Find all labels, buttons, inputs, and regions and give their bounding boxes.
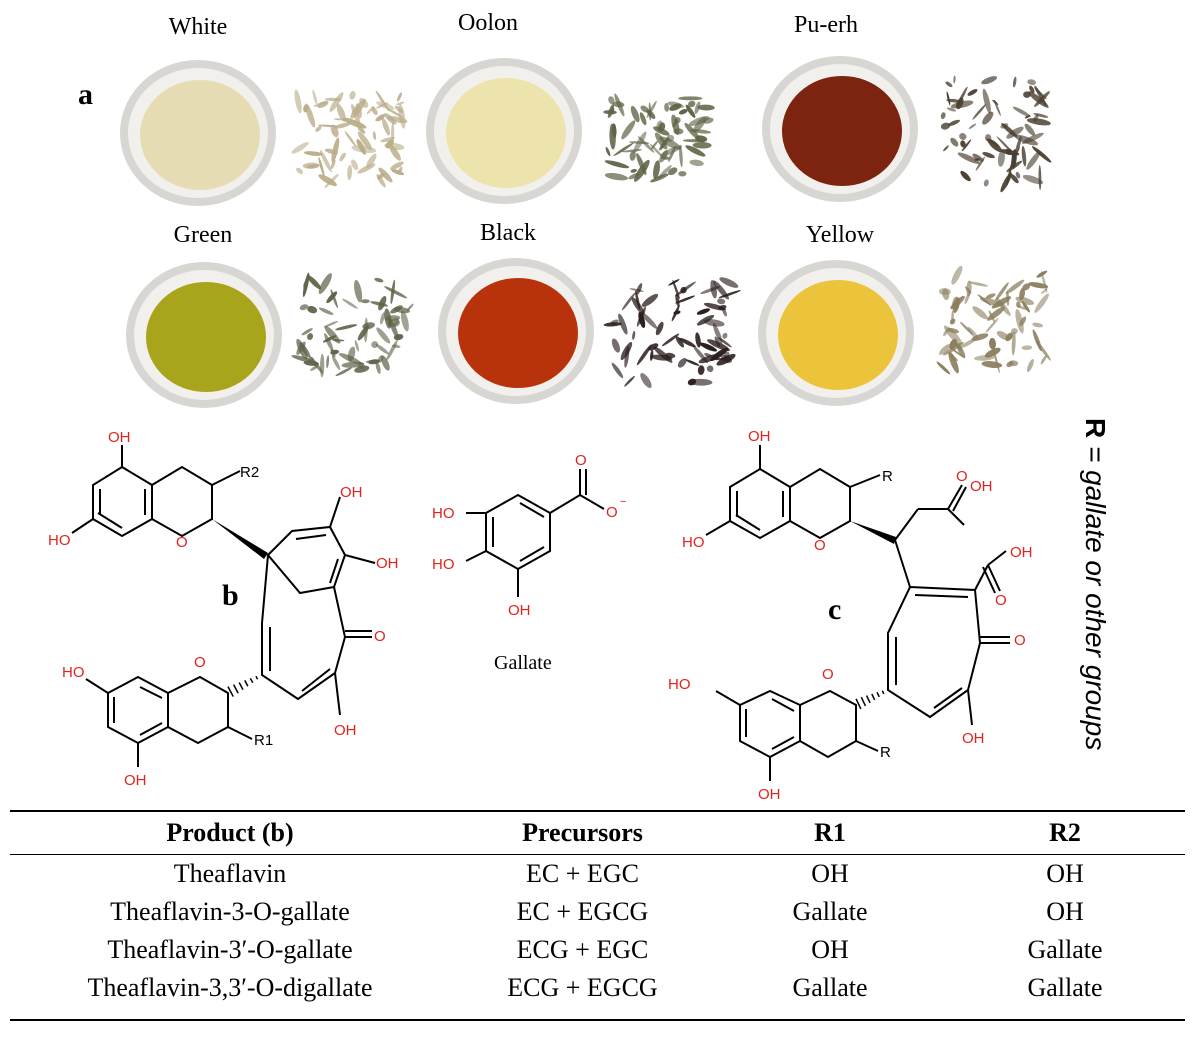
tea-cup-oolong [426, 58, 582, 204]
r-symbol: R [1080, 418, 1111, 439]
cell-precursors: EC + EGC [526, 859, 639, 888]
atom-label-oh: OH [334, 722, 357, 739]
atom-label-oh: OH [748, 428, 771, 445]
r2-label: R2 [240, 464, 259, 481]
panel-letter-a: a [78, 78, 93, 111]
cell-product: Theaflavin-3,3′-O-digallate [87, 973, 373, 1002]
atom-label-oh: OH [108, 429, 131, 446]
r-definition-note: R = gallate or other groups [1075, 418, 1115, 780]
tea-cup-black [438, 258, 594, 404]
tea-label-yellow: Yellow [805, 222, 875, 248]
atom-label-oh: OH [376, 555, 399, 572]
table-row: Theaflavin-3′-O-gallate ECG + EGC OH Gal… [10, 931, 1185, 969]
tea-cup-green [126, 262, 282, 408]
header-product: Product (b) [10, 810, 450, 855]
cell-r2: Gallate [1027, 935, 1103, 964]
r1-label: R1 [254, 732, 273, 749]
atom-label-o: O [995, 592, 1007, 609]
tea-leaves-puerh [940, 75, 1052, 193]
r-label-bottom: R [880, 744, 891, 761]
atom-label-ho: HO [668, 676, 691, 693]
cell-r2: OH [1046, 897, 1084, 926]
molecular-structures: OH HO O R2 OH OH O OH O HO R1 OH O O − H… [48, 428, 1033, 803]
panel-letter-b: b [222, 579, 239, 612]
atom-label-ho: HO [682, 534, 705, 551]
atom-label-o: O [1014, 632, 1026, 649]
gallate-caption: Gallate [494, 652, 552, 674]
atom-label-ho: HO [62, 664, 85, 681]
atom-label-o: O [822, 666, 834, 683]
atom-label-oh: OH [340, 484, 363, 501]
tea-leaves-oolong [603, 93, 715, 183]
atom-label-oh: OH [970, 478, 993, 495]
table-row: Theaflavin-3-O-gallate EC + EGCG Gallate… [10, 893, 1185, 931]
cell-r2: OH [1046, 859, 1084, 888]
cell-r1: Gallate [792, 897, 868, 926]
tea-label-green: Green [173, 222, 233, 248]
gallate-ho-1: HO [432, 505, 455, 522]
cell-product: Theaflavin-3′-O-gallate [107, 935, 353, 964]
r-label-top: R [882, 468, 893, 485]
tea-cup-yellow [758, 260, 914, 406]
atom-label-oh: OH [758, 786, 781, 803]
tea-leaves-black [603, 277, 741, 389]
cell-r2: Gallate [1027, 973, 1103, 1002]
gallate-oh: OH [508, 602, 531, 619]
svg-text:−: − [620, 496, 626, 508]
header-r2: R2 [945, 810, 1185, 855]
atom-label-o: O [194, 654, 206, 671]
cell-product: Theaflavin-3-O-gallate [110, 897, 350, 926]
cell-product: Theaflavin [173, 859, 287, 888]
cell-r1: OH [811, 859, 849, 888]
atom-label-o: O [176, 534, 188, 551]
table-bottom-rule [10, 1019, 1185, 1021]
atom-label-ho: HO [48, 532, 71, 549]
cell-precursors: ECG + EGCG [507, 973, 658, 1002]
gallate-carbonyl-o: O [575, 452, 587, 469]
tea-leaves-green [291, 272, 414, 378]
atom-label-o: O [374, 628, 386, 645]
theaflavin-table: Product (b) Precursors R1 R2 Theaflavin … [10, 810, 1185, 1007]
cell-precursors: ECG + EGC [516, 935, 649, 964]
atom-label-oh: OH [124, 772, 147, 789]
tea-leaves-yellow [936, 265, 1051, 375]
tea-label-puerh: Pu-erh [794, 12, 858, 38]
cell-precursors: EC + EGCG [516, 897, 649, 926]
tea-label-black: Black [480, 220, 536, 246]
header-r1: R1 [715, 810, 945, 855]
header-precursors: Precursors [450, 810, 715, 855]
cell-r1: Gallate [792, 973, 868, 1002]
atom-label-o: O [814, 537, 826, 554]
gallate-ho-2: HO [432, 556, 455, 573]
tea-cup-puerh [762, 56, 918, 202]
table-header-row: Product (b) Precursors R1 R2 [10, 810, 1185, 855]
cell-r1: OH [811, 935, 849, 964]
panel-letter-c: c [828, 593, 841, 626]
table-row: Theaflavin EC + EGC OH OH [10, 855, 1185, 894]
gallate-carboxylate-o: O [606, 504, 618, 521]
atom-label-o: O [956, 468, 968, 485]
r-definition-text: = gallate or other groups [1080, 438, 1111, 751]
atom-label-oh: OH [962, 730, 985, 747]
atom-label-oh: OH [1010, 544, 1033, 561]
tea-label-white: White [168, 14, 228, 40]
table-row: Theaflavin-3,3′-O-digallate ECG + EGCG G… [10, 969, 1185, 1007]
tea-leaves-white [291, 89, 408, 188]
tea-cup-white [120, 60, 276, 206]
tea-label-oolong: Oolon [458, 10, 518, 36]
